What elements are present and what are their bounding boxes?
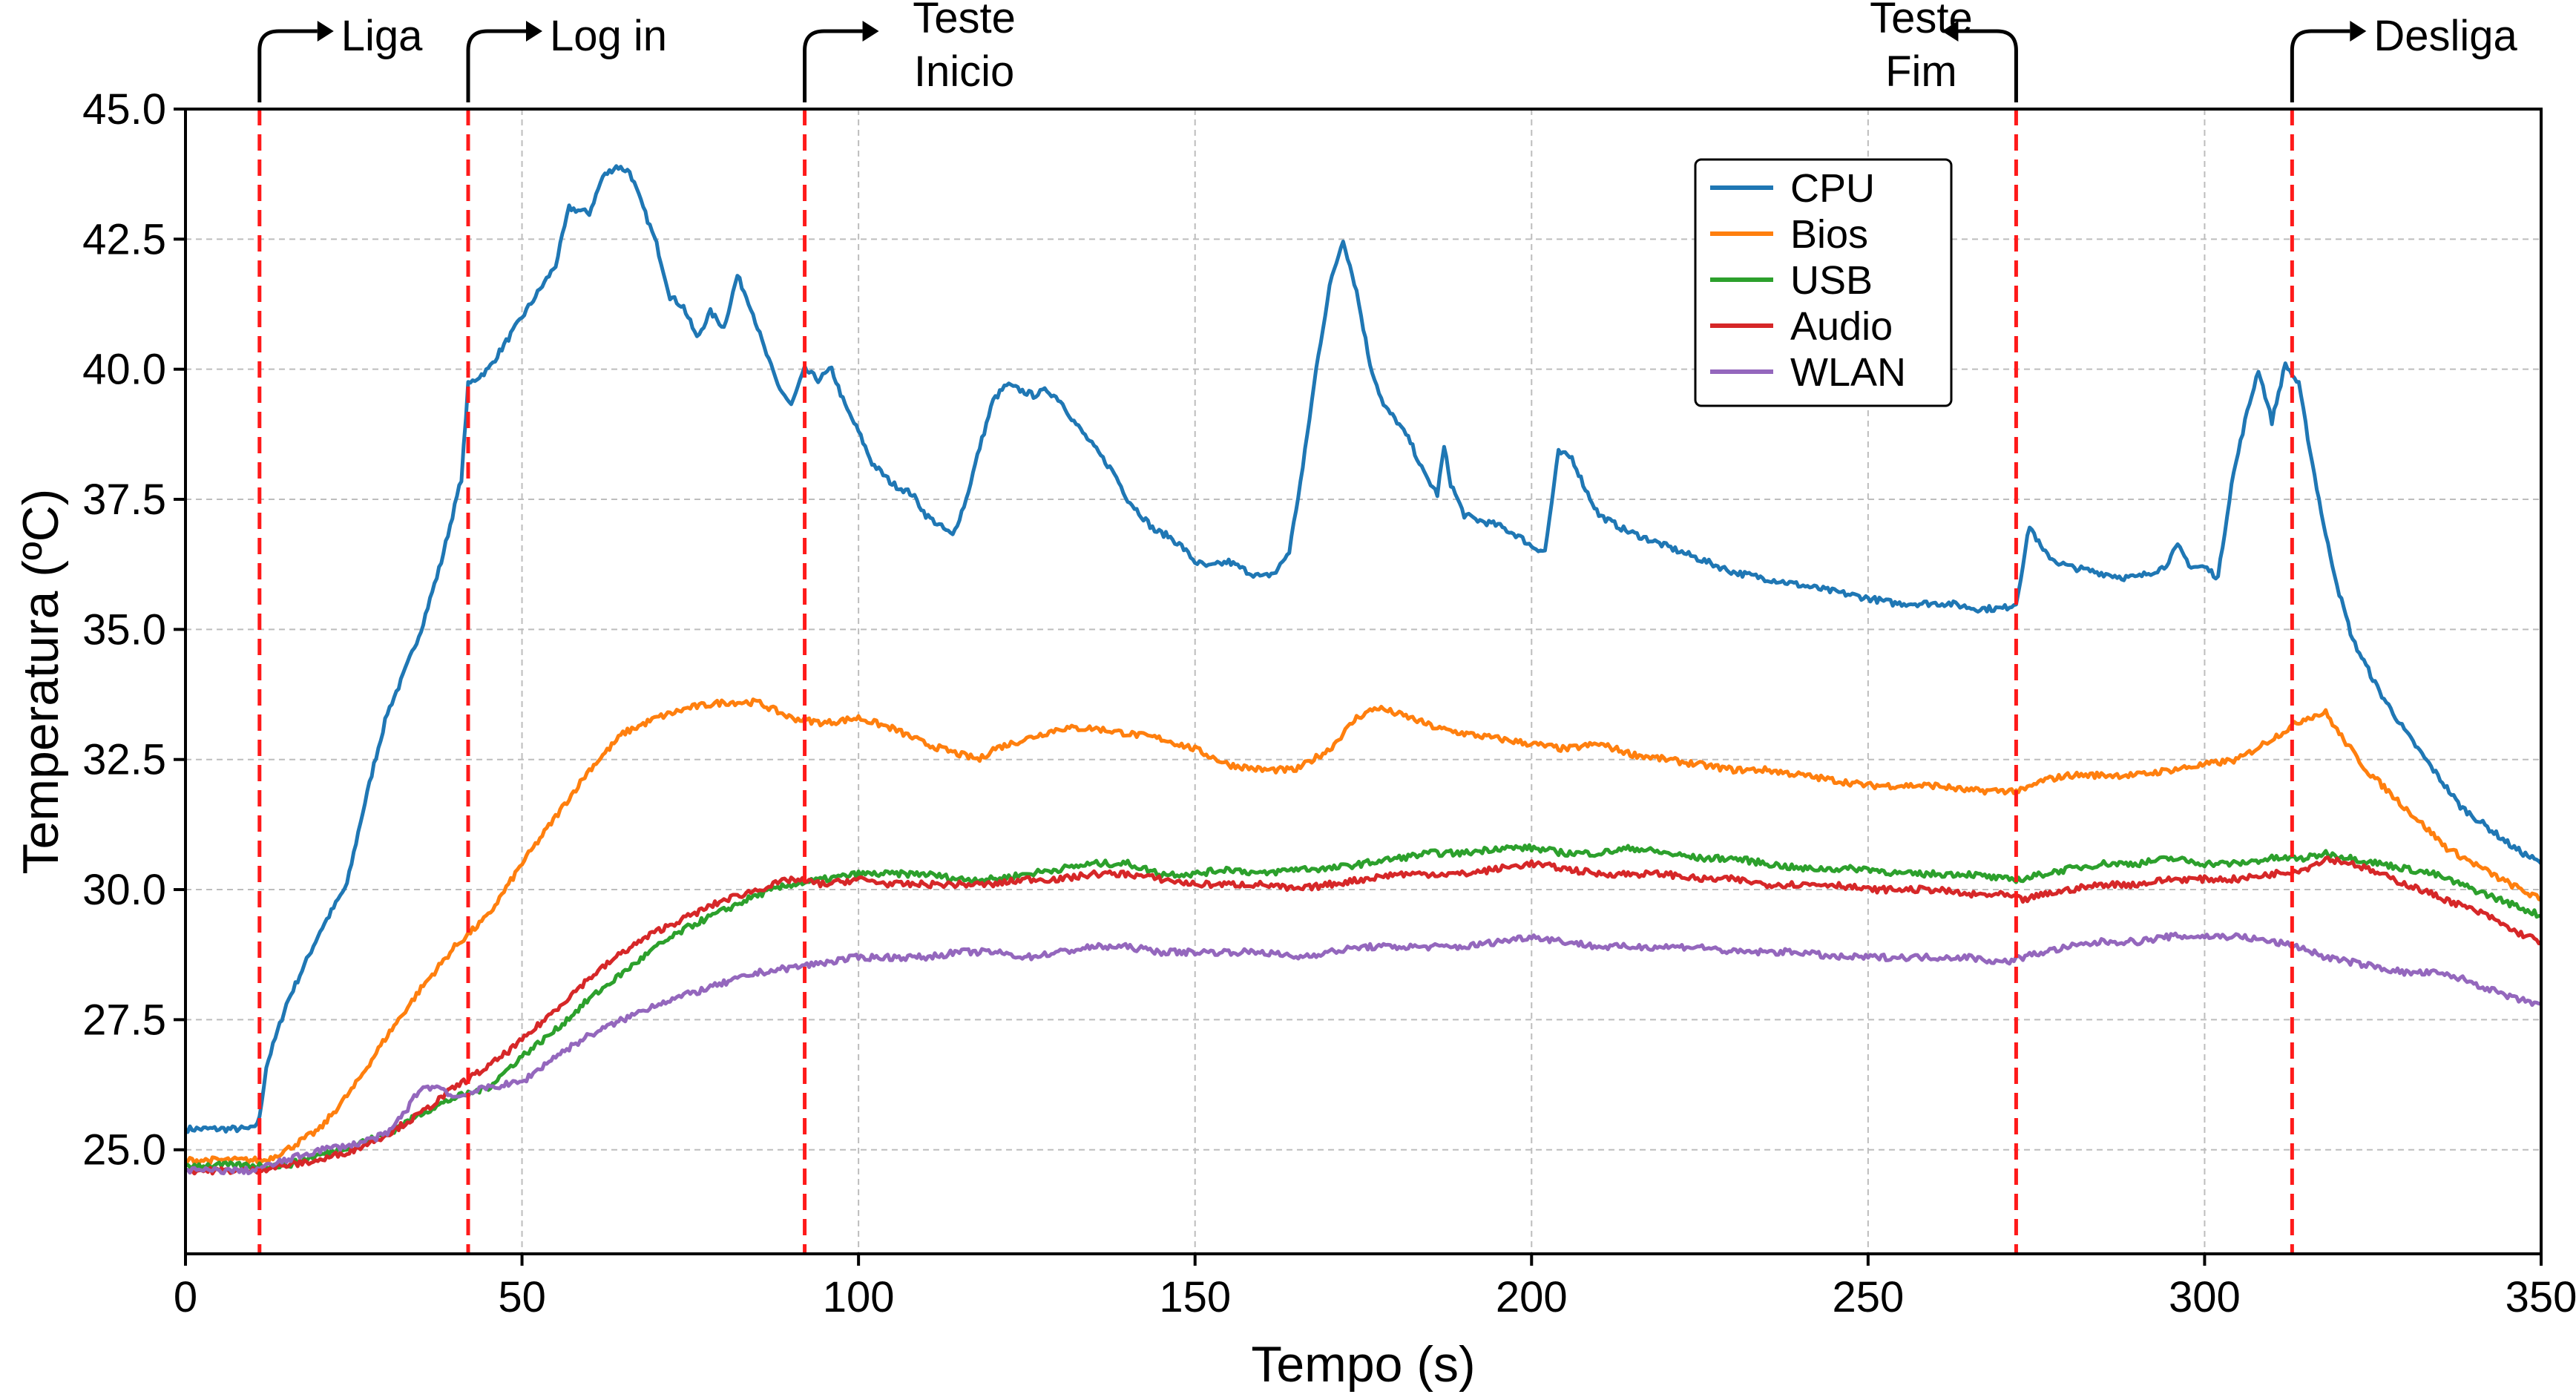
x-axis-label: Tempo (s) <box>1251 1336 1475 1393</box>
series-line-wlan <box>185 931 2542 1176</box>
legend-label-bios: Bios <box>1790 212 1868 257</box>
event-arrow <box>1958 29 2018 102</box>
x-tick-label: 350 <box>2506 1273 2576 1321</box>
event-label: Teste <box>1870 0 1973 42</box>
event-arrow <box>466 29 526 102</box>
y-tick-label: 42.5 <box>82 215 166 263</box>
event-arrowhead <box>1942 21 1959 42</box>
x-tick-label: 200 <box>1496 1273 1568 1321</box>
y-axis-label: Temperatura (ºC) <box>13 489 69 875</box>
legend-label-cpu: CPU <box>1790 166 1875 211</box>
y-tick-label: 27.5 <box>82 996 166 1044</box>
series-line-audio <box>185 855 2543 1176</box>
event-label: Log in <box>550 12 667 60</box>
y-tick-label: 45.0 <box>82 85 166 134</box>
y-tick-label: 30.0 <box>82 866 166 914</box>
event-arrowhead <box>862 21 879 42</box>
event-label: Fim <box>1885 47 1957 96</box>
event-arrow <box>803 29 863 102</box>
event-arrow <box>257 29 318 102</box>
event-label: Liga <box>341 12 423 60</box>
legend-box <box>1694 158 1953 407</box>
y-tick-label: 40.0 <box>82 346 166 394</box>
x-tick-label: 0 <box>174 1273 197 1321</box>
y-tick-label: 35.0 <box>82 605 166 654</box>
event-arrowhead <box>2350 21 2367 42</box>
event-arrowhead <box>526 21 542 42</box>
legend-label-usb: USB <box>1790 258 1873 303</box>
y-tick-label: 25.0 <box>82 1126 166 1174</box>
y-tick-label: 32.5 <box>82 736 166 784</box>
x-tick-label: 250 <box>1832 1273 1904 1321</box>
x-tick-label: 100 <box>823 1273 895 1321</box>
event-label: Inicio <box>914 47 1014 96</box>
series-line-cpu <box>183 164 2543 1134</box>
series-line-usb <box>185 843 2542 1171</box>
x-tick-label: 50 <box>498 1273 546 1321</box>
y-tick-label: 37.5 <box>82 476 166 524</box>
legend-label-wlan: WLAN <box>1790 350 1906 395</box>
event-label: Teste <box>913 0 1016 42</box>
series-line-bios <box>185 697 2542 1166</box>
event-arrowhead <box>317 21 334 42</box>
x-tick-label: 150 <box>1159 1273 1231 1321</box>
x-tick-label: 300 <box>2169 1273 2241 1321</box>
legend-label-audio: Audio <box>1790 304 1893 349</box>
event-arrow <box>2290 29 2350 102</box>
event-label: Desliga <box>2373 12 2517 60</box>
plot-frame <box>184 108 2543 1255</box>
